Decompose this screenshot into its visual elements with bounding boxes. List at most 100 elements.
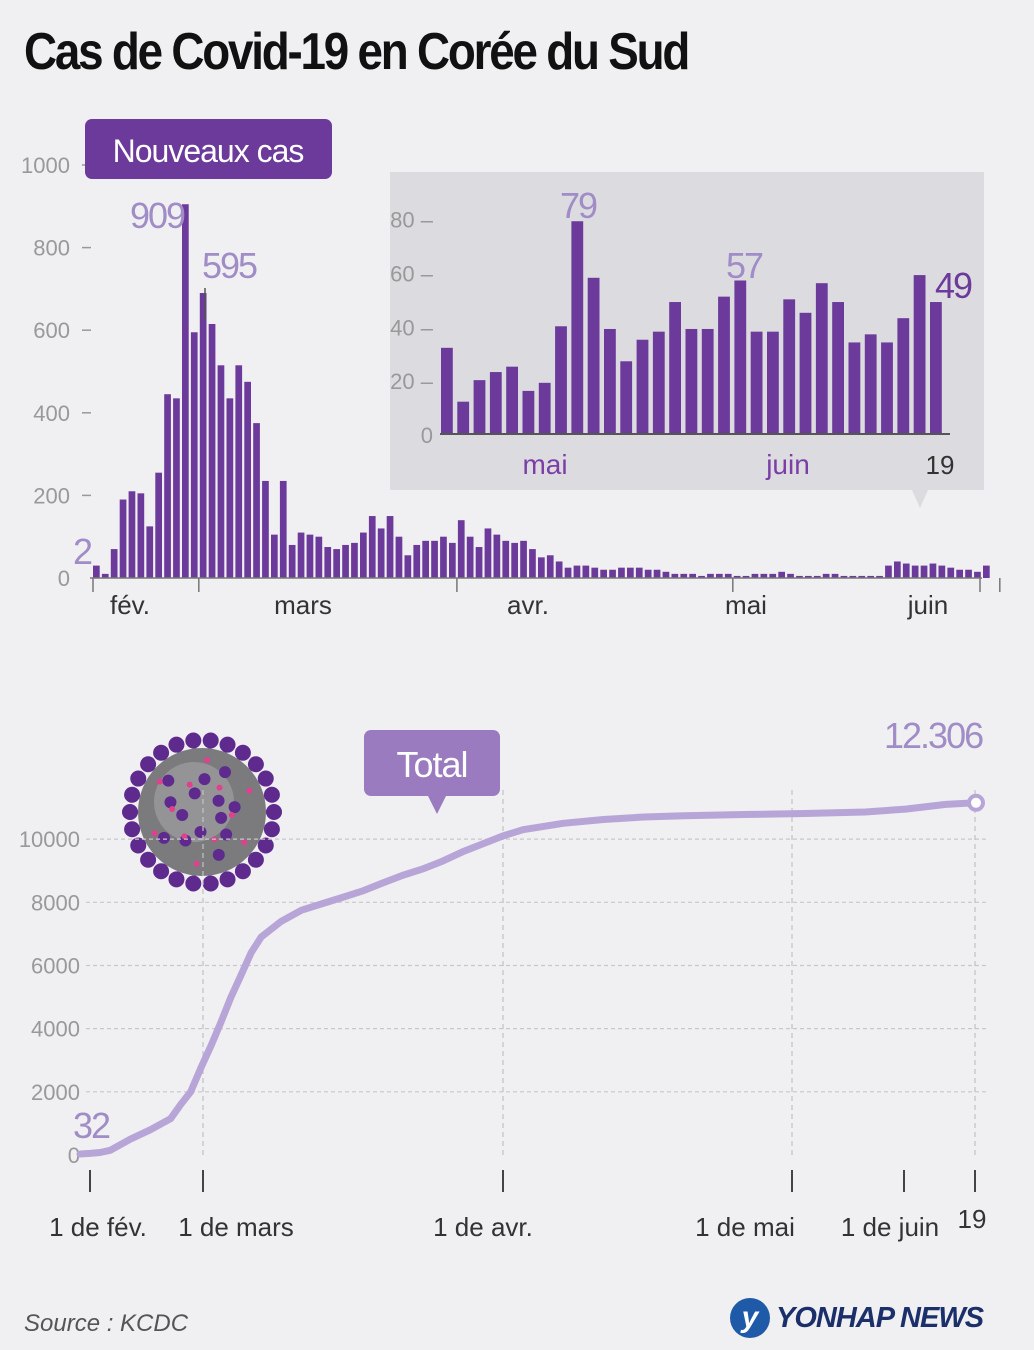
inset-daily-bar — [913, 275, 926, 434]
top-y-tick-label: 1000 — [21, 153, 70, 178]
top-y-tick-label: 800 — [33, 236, 70, 261]
virus-pink-dot — [181, 833, 188, 840]
inset-x-label: 19 — [926, 450, 955, 480]
virus-surface-protein — [198, 773, 211, 786]
inset-daily-bar — [734, 280, 747, 434]
daily-cases-bar — [813, 575, 821, 578]
virus-spike — [153, 863, 170, 880]
inset-daily-bar — [636, 339, 649, 434]
inset-mid-annotation: 57 — [726, 245, 763, 286]
daily-cases-bar — [591, 567, 599, 578]
daily-cases-bar — [582, 565, 590, 578]
total-badge — [364, 730, 500, 796]
daily-cases-bar — [110, 549, 118, 578]
virus-surface-protein — [162, 774, 175, 787]
daily-cases-bar — [235, 365, 243, 578]
cumulative-end-point — [967, 793, 985, 812]
daily-cases-bar — [822, 573, 830, 578]
daily-cases-bar — [315, 536, 323, 578]
daily-cases-bar — [778, 571, 785, 578]
inset-daily-bar — [685, 328, 698, 434]
daily-cases-bar — [190, 332, 198, 578]
virus-spike — [234, 863, 251, 880]
daily-cases-bar — [600, 569, 607, 578]
daily-cases-bar — [609, 569, 616, 578]
daily-cases-bar — [466, 536, 474, 578]
cumulative-start-label: 32 — [73, 1105, 110, 1146]
virus-spike — [219, 736, 236, 753]
daily-cases-bar — [520, 540, 527, 578]
inset-daily-bar — [489, 372, 502, 434]
virus-pink-dot — [228, 811, 235, 818]
daily-cases-bar — [573, 565, 581, 578]
virus-spike — [234, 744, 251, 761]
virus-spike — [202, 875, 219, 892]
daily-cases-bar — [271, 534, 278, 578]
daily-cases-bar — [422, 540, 429, 578]
daily-cases-bar — [662, 571, 670, 578]
daily-cases-bar — [253, 423, 260, 578]
daily-cases-bar — [244, 381, 251, 578]
daily-cases-bar — [93, 565, 100, 578]
daily-cases-bar — [386, 516, 394, 578]
virus-spike — [263, 821, 280, 838]
daily-cases-bar — [938, 565, 946, 578]
inset-y-tick-label: 40 – — [390, 315, 434, 340]
inset-daily-bar — [555, 326, 567, 434]
bottom-y-tick-label: 4000 — [31, 1017, 80, 1042]
daily-cases-bar — [751, 573, 759, 578]
bottom-y-tick-label: 0 — [68, 1143, 80, 1168]
daily-cases-bar — [529, 549, 536, 578]
daily-cases-bar — [796, 575, 803, 578]
daily-cases-bar — [440, 536, 447, 578]
daily-cases-bar — [368, 516, 376, 578]
daily-cases-bar — [484, 528, 492, 578]
inset-daily-bar — [587, 277, 600, 434]
virus-spike — [124, 786, 141, 803]
nouveaux-cas-badge-label: Nouveaux cas — [113, 133, 304, 169]
virus-surface-protein — [215, 811, 228, 824]
virus-spike — [130, 770, 147, 787]
virus-pink-dot — [246, 787, 253, 794]
total-badge-pointer — [428, 796, 446, 814]
daily-cases-bar — [493, 534, 501, 578]
inset-daily-bar — [930, 302, 942, 434]
inset-daily-bar — [783, 299, 796, 434]
daily-cases-bar — [564, 567, 572, 578]
inset-daily-bar — [506, 366, 518, 434]
virus-surface-protein — [219, 766, 232, 779]
daily-cases-bar — [671, 573, 679, 578]
bottom-y-tick-label: 10000 — [19, 827, 80, 852]
virus-spike — [140, 851, 157, 868]
yonhap-logo-icon: y — [730, 1298, 770, 1338]
daily-cases-bar — [208, 324, 216, 578]
virus-spike — [168, 736, 185, 753]
daily-cases-bar — [342, 544, 349, 578]
inset-daily-bar — [457, 401, 470, 434]
virus-spike — [140, 756, 157, 773]
daily-cases-bar — [217, 365, 225, 578]
daily-cases-bar — [164, 394, 171, 578]
daily-cases-bar — [680, 573, 688, 578]
daily-cases-bar — [395, 536, 403, 578]
daily-cases-bar — [698, 575, 705, 578]
daily-cases-bar — [333, 549, 340, 578]
virus-spike — [130, 837, 147, 854]
inset-daily-bar — [881, 342, 893, 434]
daily-cases-bar — [404, 555, 412, 578]
bottom-y-tick-label: 2000 — [31, 1080, 80, 1105]
bottom-x-label: 1 de avr. — [433, 1212, 533, 1242]
daily-cases-bar — [457, 520, 465, 578]
virus-spike — [247, 756, 264, 773]
inset-y-tick-label: 20 – — [390, 369, 434, 394]
daily-cases-bar — [262, 480, 269, 578]
daily-cases-bar — [911, 565, 919, 578]
daily-cases-bar — [902, 563, 910, 578]
inset-pointer — [912, 490, 928, 508]
inset-daily-bar — [669, 302, 681, 434]
inset-daily-bar — [522, 390, 535, 434]
daily-cases-bar — [644, 569, 652, 578]
inset-daily-bar — [815, 283, 828, 434]
bottom-y-tick-label: 8000 — [31, 890, 80, 915]
inset-daily-bar — [473, 380, 486, 434]
